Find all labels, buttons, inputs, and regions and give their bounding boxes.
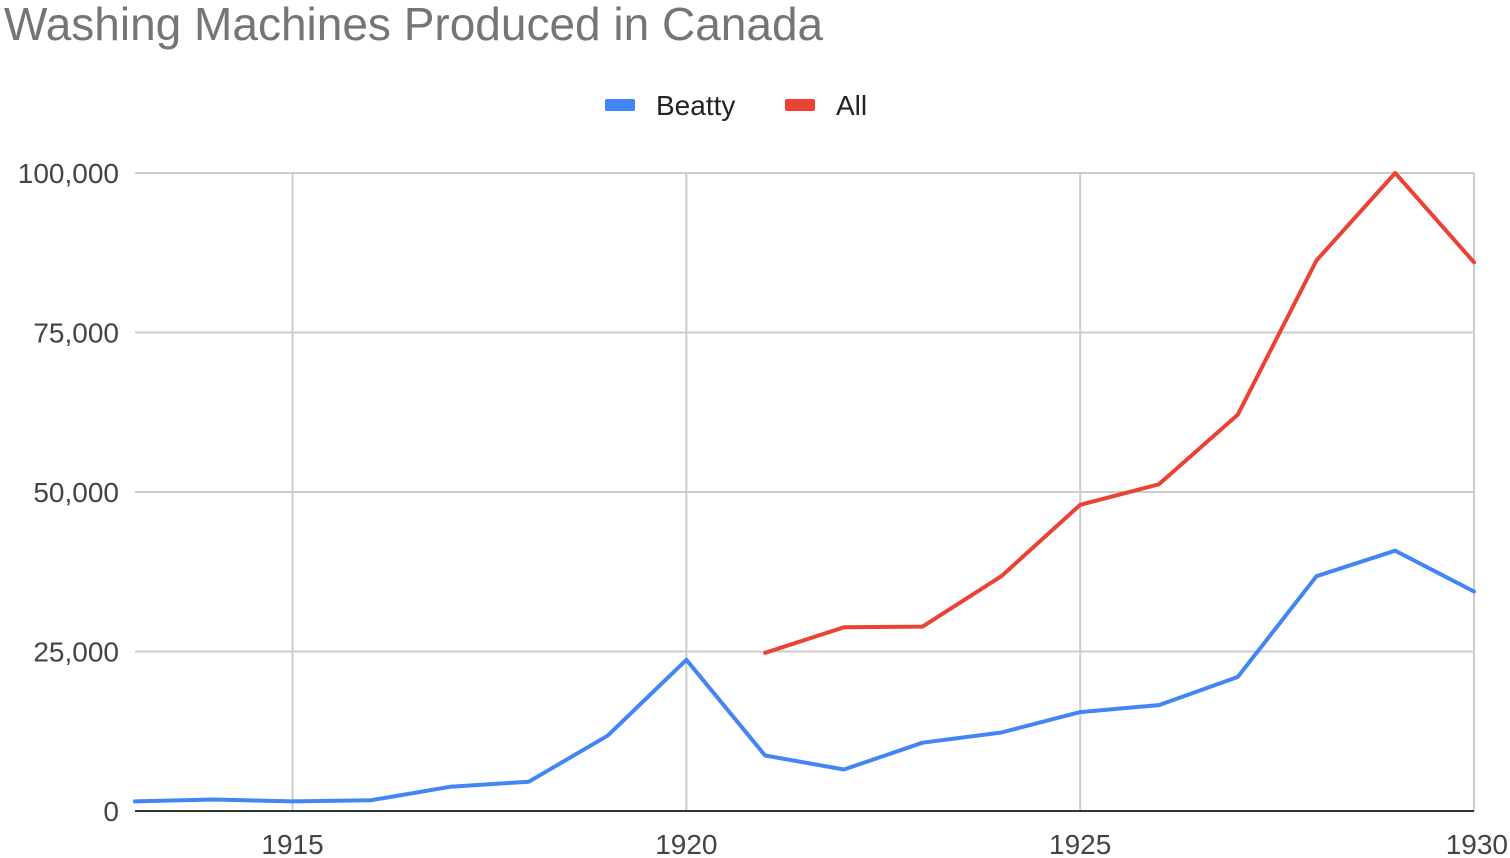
chart-title: Washing Machines Produced in Canada (4, 0, 824, 50)
legend-label-beatty: Beatty (656, 90, 735, 121)
legend-label-all: All (836, 90, 867, 121)
y-tick-label: 100,000 (18, 158, 119, 189)
x-tick-label: 1930 (1446, 829, 1508, 858)
x-tick-label: 1920 (655, 829, 717, 858)
legend-swatch-all (785, 99, 815, 111)
series-line-beatty (133, 548, 1476, 804)
legend-swatch-beatty (605, 99, 635, 111)
y-tick-label: 0 (103, 796, 119, 827)
x-tick-label: 1915 (261, 829, 323, 858)
y-tick-label: 75,000 (33, 318, 119, 349)
gridlines (135, 172, 1475, 811)
y-tick-label: 25,000 (33, 637, 119, 668)
y-tick-label: 50,000 (33, 477, 119, 508)
x-axis: 1915 1920 1925 1930 (135, 810, 1508, 858)
legend: Beatty All (605, 90, 867, 121)
y-axis: 0 25,000 50,000 75,000 100,000 (18, 158, 119, 827)
plot-area (133, 171, 1476, 804)
series-line-all (763, 171, 1476, 655)
x-tick-label: 1925 (1049, 829, 1111, 858)
